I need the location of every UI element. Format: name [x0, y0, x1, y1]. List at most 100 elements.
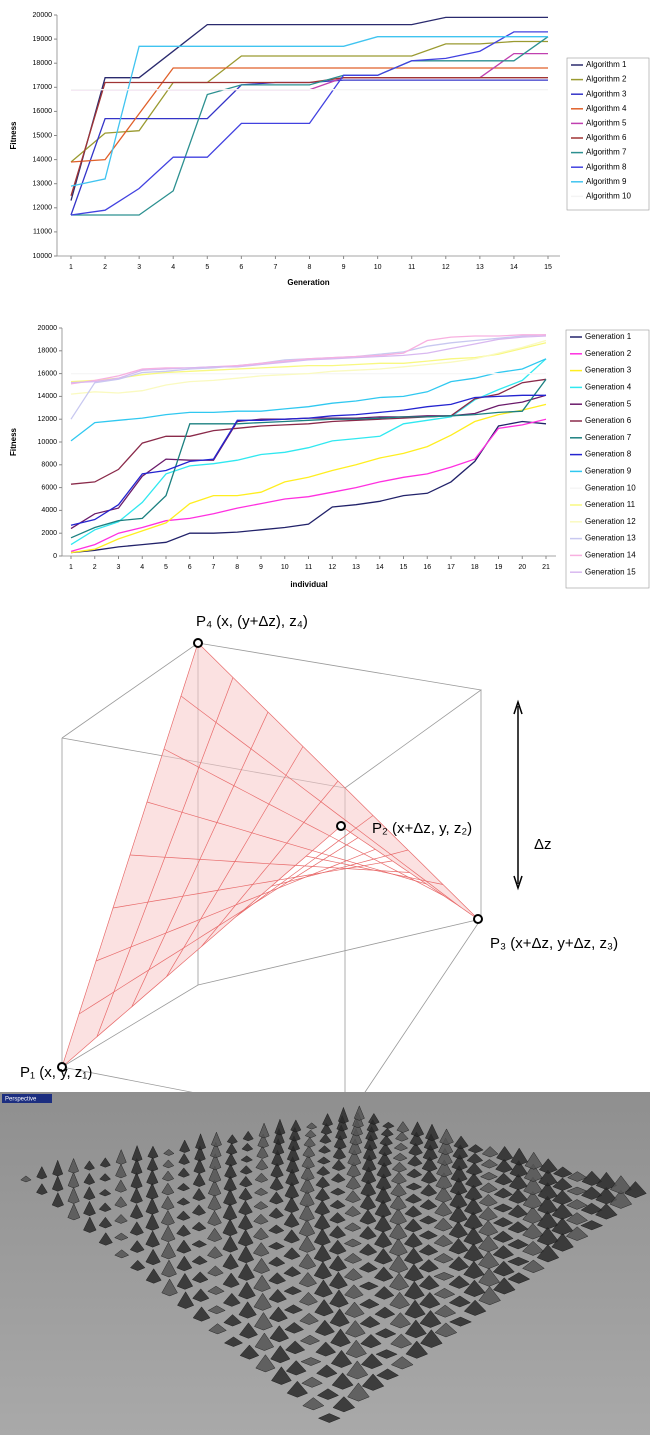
y-tick-label: 16000: [33, 108, 53, 115]
series-line: [71, 422, 546, 553]
y-tick-label: 15000: [33, 132, 53, 139]
legend-label: Generation 10: [585, 483, 636, 492]
point-label: P₃ (x+Δz, y+Δz, z₃): [490, 935, 618, 952]
legend-label: Generation 5: [585, 399, 632, 408]
x-tick-label: 13: [352, 564, 360, 571]
x-axis-label: Generation: [287, 278, 329, 287]
series-line: [71, 42, 548, 163]
y-tick-label: 14000: [33, 156, 53, 163]
y-tick-label: 16000: [38, 370, 58, 377]
y-tick-label: 14000: [38, 393, 58, 400]
chart: 0 2000 4000 6000 8000 10000 12000 14000 16000 180…: [9, 325, 649, 589]
series-line: [71, 78, 548, 196]
dz-label: Δz: [534, 836, 552, 853]
viewport-label: Perspective: [5, 1097, 37, 1103]
x-axis-label: individual: [290, 580, 327, 589]
series-line: [71, 379, 546, 484]
legend-label: Algorithm 9: [586, 177, 627, 186]
render-viewport: Perspective: [0, 1092, 650, 1435]
x-tick-label: 2: [93, 564, 97, 571]
y-tick-label: 19000: [33, 36, 53, 43]
y-tick-label: 18000: [33, 60, 53, 67]
dz-arrow: [514, 702, 522, 888]
x-tick-label: 4: [140, 564, 144, 571]
x-tick-label: 8: [235, 564, 239, 571]
x-tick-label: 13: [476, 264, 484, 271]
x-tick-label: 15: [544, 264, 552, 271]
x-tick-label: 17: [447, 564, 455, 571]
x-tick-label: 6: [188, 564, 192, 571]
y-tick-label: 20000: [38, 325, 58, 332]
x-tick-label: 3: [117, 564, 121, 571]
x-tick-label: 11: [305, 564, 312, 571]
x-tick-label: 21: [542, 564, 550, 571]
y-tick-label: 2000: [41, 530, 57, 537]
y-axis-label: Fitness: [9, 121, 18, 150]
x-tick-label: 5: [205, 264, 209, 271]
y-tick-label: 4000: [41, 507, 57, 514]
x-tick-label: 15: [400, 564, 408, 571]
y-tick-label: 0: [53, 553, 57, 560]
series-line: [71, 359, 546, 545]
x-tick-label: 6: [239, 264, 243, 271]
legend-label: Algorithm 5: [586, 119, 627, 128]
x-tick-label: 19: [495, 564, 503, 571]
y-tick-label: 13000: [33, 181, 53, 188]
x-tick-label: 8: [308, 264, 312, 271]
x-tick-label: 5: [164, 564, 168, 571]
legend-label: Generation 1: [585, 332, 632, 341]
series-line: [71, 341, 546, 395]
series-line: [71, 32, 548, 215]
y-tick-label: 12000: [38, 416, 58, 423]
y-tick-label: 8000: [41, 462, 57, 469]
y-tick-label: 17000: [33, 84, 53, 91]
legend-label: Generation 8: [585, 450, 632, 459]
point: [474, 915, 482, 923]
x-tick-label: 14: [376, 564, 384, 571]
x-tick-label: 7: [273, 264, 277, 271]
legend-label: Algorithm 6: [586, 133, 627, 142]
legend-label: Generation 13: [585, 534, 636, 543]
y-tick-label: 11000: [33, 229, 52, 236]
legend-label: Algorithm 8: [586, 162, 627, 171]
page: P₄ (x, (y+Δz), z₄) P₂ (x+Δz, y, z₂) P₃ (…: [0, 0, 650, 1435]
y-tick-label: 6000: [41, 484, 57, 491]
legend-label: Generation 12: [585, 517, 636, 526]
x-tick-label: 16: [423, 564, 431, 571]
x-tick-label: 7: [212, 564, 216, 571]
legend-label: Generation 11: [585, 500, 636, 509]
y-tick-label: 10000: [38, 439, 58, 446]
legend-label: Generation 3: [585, 366, 632, 375]
legend-label: Generation 15: [585, 567, 636, 576]
point: [194, 639, 202, 647]
y-tick-label: 18000: [38, 348, 58, 355]
y-tick-label: 12000: [33, 205, 53, 212]
surface-fill: [62, 643, 478, 1067]
x-tick-label: 20: [518, 564, 526, 571]
y-axis-label: Fitness: [9, 427, 18, 456]
x-tick-label: 11: [408, 264, 415, 271]
page-canvas: P₄ (x, (y+Δz), z₄) P₂ (x+Δz, y, z₂) P₃ (…: [0, 0, 650, 1435]
legend-label: Algorithm 3: [586, 89, 627, 98]
x-tick-label: 14: [510, 264, 518, 271]
x-tick-label: 18: [471, 564, 479, 571]
x-tick-label: 10: [374, 264, 382, 271]
legend-label: Generation 14: [585, 551, 636, 560]
series-line: [71, 343, 546, 382]
legend-label: Generation 6: [585, 416, 632, 425]
x-tick-label: 9: [259, 564, 263, 571]
y-tick-label: 20000: [33, 12, 53, 19]
x-tick-label: 4: [171, 264, 175, 271]
legend-label: Algorithm 10: [586, 192, 631, 201]
x-tick-label: 1: [69, 264, 73, 271]
legend-label: Generation 2: [585, 349, 632, 358]
legend-label: Generation 4: [585, 383, 632, 392]
chart: 10000 11000 12000 13000 14000 15000 16000 17000…: [9, 12, 649, 287]
x-tick-label: 1: [69, 564, 73, 571]
legend-label: Algorithm 4: [586, 104, 627, 113]
y-tick-label: 10000: [33, 253, 53, 260]
series-line: [71, 80, 548, 215]
legend-label: Algorithm 1: [586, 60, 627, 69]
series-line: [71, 404, 546, 552]
series-line: [71, 37, 548, 186]
